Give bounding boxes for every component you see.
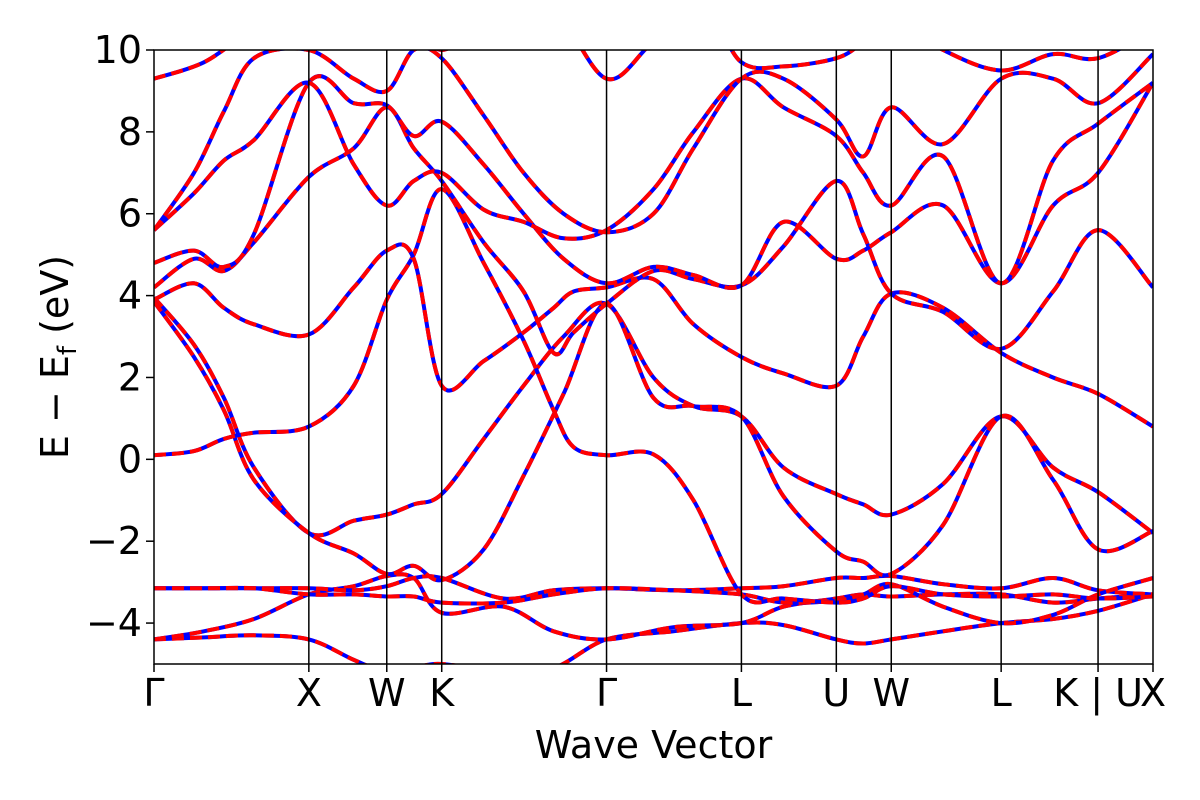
y-tick-label: 8 xyxy=(118,110,142,154)
y-axis-ticks: 10 8 6 4 2 0 −2 −4 xyxy=(86,28,154,645)
x-tick-label: X xyxy=(1140,671,1166,715)
band-4-red-dashed-line xyxy=(154,576,1153,626)
band-12-red-dashed-line xyxy=(154,50,1153,235)
y-tick-label: −2 xyxy=(86,519,142,563)
bands-layer xyxy=(154,50,1153,664)
x-tick-label: U xyxy=(822,671,850,715)
band-12-blue-solid-line xyxy=(154,50,1153,235)
band-8-red-dashed-line xyxy=(154,242,1153,429)
y-tick-label: 4 xyxy=(118,274,142,318)
x-axis-label: Wave Vector xyxy=(535,723,773,767)
y-axis-label-main: E − E xyxy=(33,355,77,459)
y-axis-label-sub: f xyxy=(53,345,83,355)
band-6-blue-solid-line xyxy=(154,300,1153,583)
x-tick-label: L xyxy=(731,671,752,715)
x-tick-label: K | U xyxy=(1053,671,1143,716)
x-tick-label: K xyxy=(429,671,455,715)
kpoint-vlines xyxy=(308,50,1099,664)
band-4-blue-solid-line xyxy=(154,576,1153,626)
band-9-blue-solid-line xyxy=(154,105,1153,357)
band-10-red-dashed-line xyxy=(154,74,1153,290)
band-13-red-dashed-line xyxy=(154,50,1122,82)
band-9-red-dashed-line xyxy=(154,105,1153,357)
y-tick-label: 6 xyxy=(118,192,142,236)
y-axis-label: E − Ef (eV) xyxy=(33,255,83,459)
x-tick-label: W xyxy=(368,671,406,715)
band-1-blue-solid-line xyxy=(154,592,1153,664)
plot-frame xyxy=(153,49,1154,665)
band-6-red-dashed-line xyxy=(154,300,1153,583)
x-tick-label: L xyxy=(991,671,1012,715)
band-2-blue-solid-line xyxy=(154,572,1153,642)
y-tick-label: 0 xyxy=(118,437,142,481)
x-tick-label: Γ xyxy=(143,671,164,715)
band-7-blue-solid-line xyxy=(154,187,1153,605)
y-tick-label: 2 xyxy=(118,355,142,399)
y-tick-label: 10 xyxy=(94,28,142,72)
y-axis-label-unit: (eV) xyxy=(33,255,77,346)
x-tick-label: Γ xyxy=(596,671,617,715)
band-11-red-dashed-line xyxy=(154,76,1153,286)
x-tick-label: X xyxy=(296,671,322,715)
band-13-blue-solid-line xyxy=(154,50,1122,82)
x-tick-label: W xyxy=(872,671,910,715)
y-tick-label: −4 xyxy=(86,601,142,645)
